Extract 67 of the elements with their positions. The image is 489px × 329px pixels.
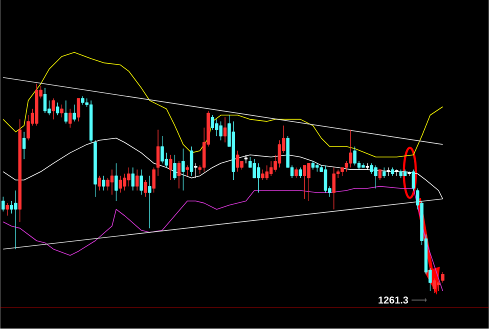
candlestick — [52, 98, 56, 120]
candlestick — [177, 161, 181, 189]
candlestick — [110, 169, 114, 196]
candlestick — [140, 169, 143, 196]
candlestick — [98, 176, 102, 191]
candlestick — [160, 136, 164, 164]
candlestick — [43, 88, 47, 114]
candlestick — [64, 100, 68, 124]
candlestick — [324, 165, 328, 193]
candlestick — [2, 196, 5, 212]
candlestick — [366, 163, 370, 170]
candlestick — [399, 169, 403, 178]
candlestick — [76, 98, 80, 122]
candlestick — [152, 167, 156, 193]
candlestick — [127, 167, 130, 187]
candlestick — [6, 202, 9, 216]
candlestick — [223, 117, 227, 143]
candlestick — [94, 140, 97, 198]
candlestick — [374, 165, 378, 189]
candlestick — [56, 102, 60, 116]
candlestick — [186, 165, 189, 176]
candlestick — [168, 154, 172, 180]
candlestick — [194, 163, 198, 178]
candlestick — [311, 161, 315, 170]
candlestick — [219, 121, 222, 141]
candlestick — [173, 154, 176, 180]
candlestick — [265, 165, 269, 180]
candlestick — [236, 150, 240, 172]
candlestick — [298, 167, 302, 178]
candlestick — [362, 163, 365, 168]
candlestick — [114, 163, 118, 202]
candlestick — [302, 165, 306, 200]
candlestick — [403, 169, 407, 176]
candlestick — [412, 169, 416, 191]
candlestick — [18, 119, 22, 222]
candlestick — [89, 100, 93, 143]
candlestick — [60, 104, 64, 118]
text: 1261.3 — [378, 296, 408, 304]
candlestick — [332, 167, 336, 210]
candlestick — [144, 180, 148, 198]
candlestick — [244, 154, 248, 164]
candlestick — [81, 96, 84, 106]
candlestick — [135, 169, 139, 191]
candlestick — [382, 167, 386, 178]
candlestick — [378, 169, 382, 180]
candlestick — [148, 176, 152, 229]
candlestick — [353, 146, 356, 166]
candlestick — [68, 108, 72, 128]
candlestick — [386, 167, 390, 176]
candlestick — [408, 172, 411, 176]
candlestick — [22, 132, 26, 160]
candlestick — [441, 272, 444, 284]
candlestick — [182, 148, 185, 191]
candlestick — [156, 130, 160, 176]
candlestick — [131, 167, 135, 191]
candlestick — [102, 176, 106, 191]
candlestick — [307, 163, 310, 202]
candlestick — [256, 163, 260, 193]
candlestick — [261, 169, 264, 180]
candlestick — [14, 190, 18, 250]
candlestick — [436, 280, 440, 292]
candlestick — [215, 119, 218, 136]
candlestick — [395, 169, 398, 176]
candlestick — [390, 167, 394, 176]
candlestick — [294, 167, 298, 178]
candlestick — [190, 146, 194, 176]
candlestick — [72, 104, 76, 122]
